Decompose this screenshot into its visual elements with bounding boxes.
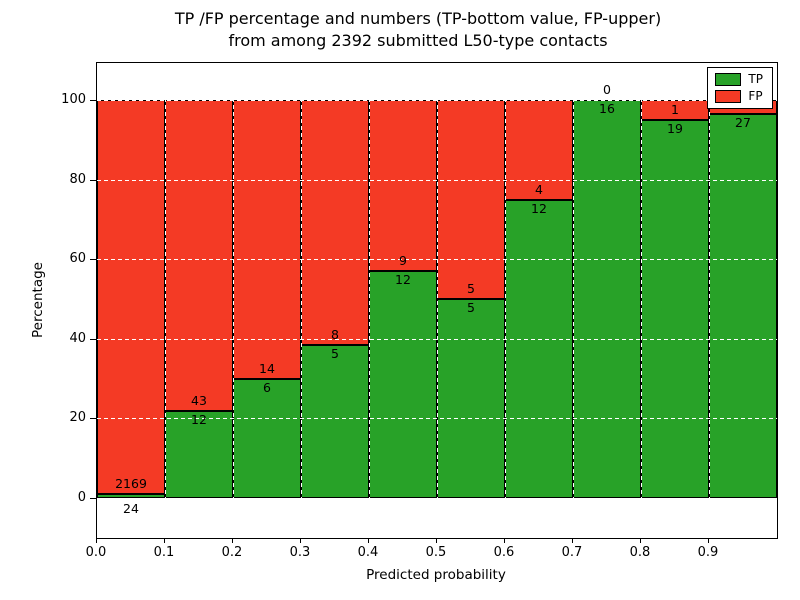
x-tick-0.7 bbox=[572, 538, 573, 543]
bar-segment-tp-8 bbox=[641, 119, 709, 498]
v-gridline-0.2 bbox=[233, 63, 234, 538]
fp-count-label-4: 9 bbox=[399, 252, 407, 268]
y-tick-0 bbox=[90, 498, 96, 499]
legend-label-tp: TP bbox=[748, 72, 763, 86]
tp-count-label-8: 19 bbox=[667, 120, 683, 136]
fp-count-label-1: 43 bbox=[191, 393, 207, 409]
tp-count-label-2: 6 bbox=[263, 379, 271, 395]
bar-segment-tp-3 bbox=[301, 344, 369, 498]
y-axis-label: Percentage bbox=[30, 262, 46, 338]
x-tick-label-0.0: 0.0 bbox=[85, 545, 107, 560]
x-tick-0.4 bbox=[368, 538, 369, 543]
fp-count-label-3: 8 bbox=[331, 326, 339, 342]
x-tick-label-0.5: 0.5 bbox=[425, 545, 447, 560]
v-gridline-0.6 bbox=[505, 63, 506, 538]
plot-area: TP FP 2169 43 14 8 9 5 4 0 1 24 12 6 5 12 5 12 16 19 27 bbox=[96, 62, 778, 539]
x-tick-label-0.9: 0.9 bbox=[697, 545, 719, 560]
fp-count-label-2: 14 bbox=[259, 360, 275, 376]
v-gridline-0.8 bbox=[641, 63, 642, 538]
bar-segment-tp-5 bbox=[437, 299, 505, 498]
tp-count-label-3: 5 bbox=[331, 345, 339, 361]
v-gridline-0.1 bbox=[165, 63, 166, 538]
x-tick-label-0.3: 0.3 bbox=[289, 545, 311, 560]
bar-segment-tp-7 bbox=[573, 100, 641, 498]
bar-segment-tp-2 bbox=[233, 378, 301, 498]
x-tick-0.2 bbox=[232, 538, 233, 543]
y-tick-label-80: 80 bbox=[69, 171, 86, 187]
legend-item-tp: TP bbox=[715, 73, 763, 86]
y-tick-label-20: 20 bbox=[69, 410, 86, 426]
v-gridline-0.4 bbox=[369, 63, 370, 538]
bar-segment-fp-5 bbox=[437, 100, 505, 299]
chart-title-line2: from among 2392 submitted L50-type conta… bbox=[228, 31, 608, 50]
tp-count-label-6: 12 bbox=[531, 200, 547, 216]
tp-count-label-1: 12 bbox=[191, 412, 207, 428]
legend-label-fp: FP bbox=[748, 89, 763, 103]
x-tick-label-0.2: 0.2 bbox=[221, 545, 243, 560]
bar-segment-tp-6 bbox=[505, 199, 573, 498]
y-tick-label-0: 0 bbox=[77, 490, 86, 505]
bar-segment-fp-3 bbox=[301, 100, 369, 345]
v-gridline-0.3 bbox=[301, 63, 302, 538]
y-tick-label-40: 40 bbox=[69, 330, 86, 346]
x-tick-0.6 bbox=[504, 538, 505, 543]
y-tick-label-100: 100 bbox=[61, 92, 86, 107]
tp-count-label-5: 5 bbox=[467, 300, 475, 315]
fp-count-label-5: 5 bbox=[467, 281, 475, 296]
y-tick-20 bbox=[90, 418, 96, 420]
tp-count-label-4: 12 bbox=[395, 271, 411, 287]
fp-count-label-7: 0 bbox=[603, 82, 611, 97]
h-gridline-0 bbox=[97, 498, 777, 499]
h-gridline-20 bbox=[97, 418, 777, 420]
h-gridline-80 bbox=[97, 179, 777, 181]
bar-segment-tp-1 bbox=[165, 411, 233, 498]
x-tick-0.0 bbox=[96, 538, 97, 543]
legend-patch-tp-icon bbox=[715, 73, 742, 86]
x-tick-0.9 bbox=[708, 538, 709, 543]
tp-count-label-0: 24 bbox=[123, 501, 139, 516]
y-tick-80 bbox=[90, 179, 96, 181]
legend-item-fp: FP bbox=[715, 90, 763, 103]
bar-segment-fp-0 bbox=[97, 100, 165, 494]
x-tick-0.3 bbox=[300, 538, 301, 543]
x-tick-label-0.7: 0.7 bbox=[561, 545, 583, 560]
fp-count-label-8: 1 bbox=[671, 101, 679, 117]
x-tick-0.5 bbox=[436, 538, 437, 543]
fp-count-label-0: 2169 bbox=[115, 475, 147, 491]
x-axis-label: Predicted probability bbox=[366, 567, 506, 583]
bar-segment-fp-1 bbox=[165, 100, 233, 412]
h-gridline-60 bbox=[97, 259, 777, 261]
bar-segment-tp-4 bbox=[369, 270, 437, 498]
x-tick-label-0.4: 0.4 bbox=[357, 545, 379, 560]
tp-count-label-7: 16 bbox=[599, 101, 615, 116]
x-tick-label-0.8: 0.8 bbox=[629, 545, 651, 560]
tp-count-label-9: 27 bbox=[735, 115, 751, 131]
y-tick-40 bbox=[90, 338, 96, 340]
x-tick-label-0.1: 0.1 bbox=[153, 545, 175, 560]
v-gridline-0.5 bbox=[437, 63, 438, 538]
chart-title-line1: TP /FP percentage and numbers (TP-bottom… bbox=[174, 9, 662, 28]
fp-count-label-6: 4 bbox=[535, 181, 543, 197]
legend-patch-fp-icon bbox=[715, 90, 742, 103]
y-tick-60 bbox=[90, 259, 96, 261]
bar-segment-fp-2 bbox=[233, 100, 301, 379]
bar-segment-tp-9 bbox=[709, 114, 777, 498]
y-tick-label-60: 60 bbox=[69, 251, 86, 267]
x-tick-label-0.6: 0.6 bbox=[493, 545, 515, 560]
y-tick-100 bbox=[90, 100, 96, 101]
h-gridline-100 bbox=[97, 100, 777, 101]
v-gridline-0.9 bbox=[709, 63, 710, 538]
bar-segment-fp-4 bbox=[369, 100, 437, 271]
legend: TP FP bbox=[707, 67, 773, 109]
x-tick-0.1 bbox=[164, 538, 165, 543]
bar-segment-tp-0 bbox=[97, 493, 165, 498]
x-tick-0.8 bbox=[640, 538, 641, 543]
v-gridline-0.7 bbox=[573, 63, 574, 538]
h-gridline-40 bbox=[97, 338, 777, 340]
